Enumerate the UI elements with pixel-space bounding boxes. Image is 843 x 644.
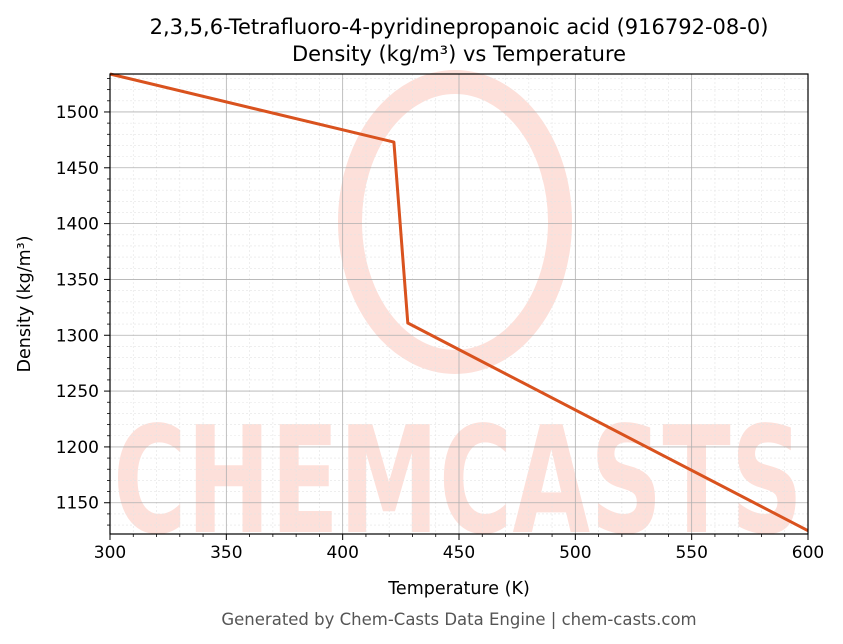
x-axis-label: Temperature (K) — [387, 579, 530, 599]
chart-title: 2,3,5,6-Tetrafluoro-4-pyridinepropanoic … — [150, 15, 769, 39]
density-series-line — [109, 72, 809, 533]
y-tick-label: 1500 — [56, 103, 99, 123]
tick-labels: 300 350 400 450 500 550 600 1150 1200 1250 1300 135… — [56, 103, 824, 563]
footer-credit: Generated by Chem-Casts Data Engine | ch… — [221, 610, 696, 629]
watermark-swoosh — [338, 70, 572, 374]
x-tick-label: 600 — [792, 543, 824, 563]
axis-ticks — [104, 78, 809, 540]
y-tick-label: 1400 — [56, 215, 99, 235]
y-axis-label: Density (kg/m³) — [15, 236, 35, 373]
x-tick-label: 300 — [94, 543, 126, 563]
x-tick-label: 350 — [210, 543, 242, 563]
chart-subtitle: Density (kg/m³) vs Temperature — [292, 42, 626, 66]
y-tick-label: 1300 — [56, 326, 99, 346]
y-tick-label: 1150 — [56, 494, 99, 514]
x-tick-label: 500 — [559, 543, 591, 563]
series-layer — [109, 72, 809, 533]
x-tick-label: 450 — [443, 543, 475, 563]
y-tick-label: 1450 — [56, 159, 99, 179]
y-tick-label: 1350 — [56, 270, 99, 290]
y-tick-label: 1250 — [56, 382, 99, 402]
watermark-text: CHEMCASTS — [113, 395, 803, 567]
x-tick-label: 550 — [675, 543, 707, 563]
y-tick-label: 1200 — [56, 438, 99, 458]
chemcasts-watermark: CHEMCASTS — [113, 70, 803, 567]
x-tick-label: 400 — [326, 543, 358, 563]
